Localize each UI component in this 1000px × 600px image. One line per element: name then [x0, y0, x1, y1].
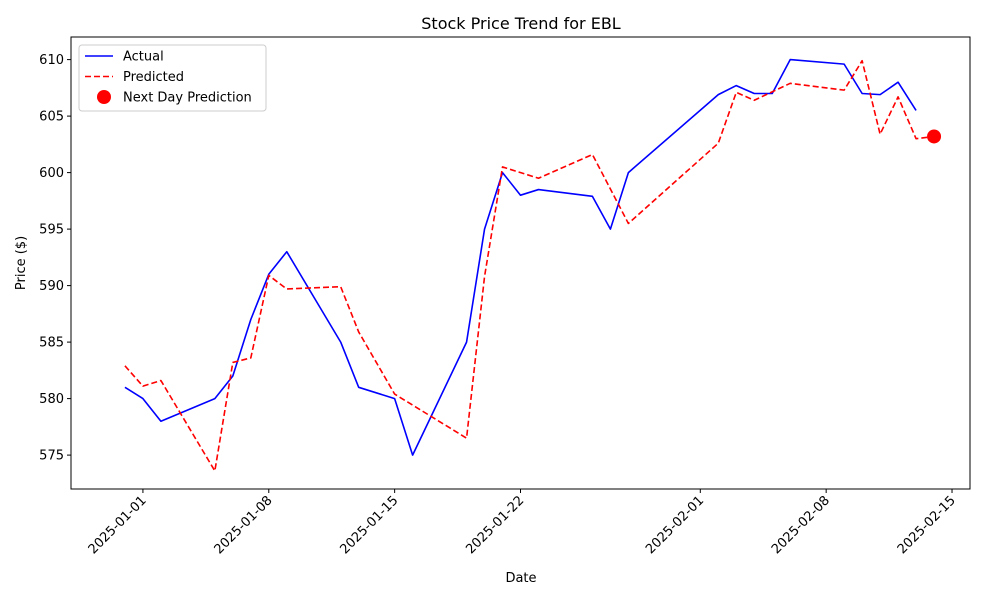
y-tick-label: 605 [39, 110, 64, 125]
actual-series-line [124, 58, 917, 456]
plot-background [71, 37, 970, 489]
y-tick-label: 585 [39, 336, 64, 351]
x-axis-label: Date [505, 571, 536, 586]
legend-entry-label: Next Day Prediction [123, 91, 252, 106]
series-layer [124, 58, 942, 472]
next-day-prediction-point [927, 129, 942, 144]
plot-area [71, 37, 970, 489]
y-axis-label: Price ($) [14, 236, 29, 290]
legend-swatch-marker [97, 90, 111, 104]
predicted-series-line [124, 59, 935, 472]
y-tick-label: 575 [39, 449, 64, 464]
y-tick-label: 580 [39, 392, 64, 407]
chart-title: Stock Price Trend for EBL [421, 14, 621, 33]
legend-entry-label: Actual [123, 50, 164, 65]
y-tick-label: 595 [39, 223, 64, 238]
y-tick-label: 590 [39, 279, 64, 294]
legend-box [78, 44, 267, 112]
legend-entry-label: Predicted [123, 70, 184, 85]
y-tick-label: 610 [39, 53, 64, 68]
y-tick-label: 600 [39, 166, 64, 181]
legend: Actual Predicted Next Day Prediction [78, 44, 267, 112]
